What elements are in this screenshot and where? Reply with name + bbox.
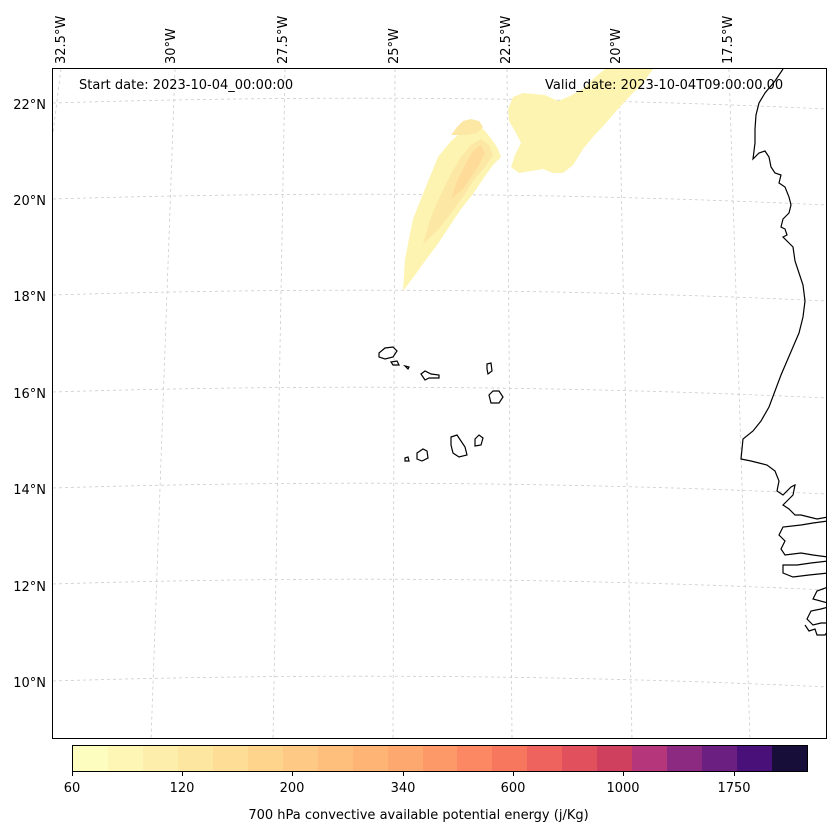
island-maio [474, 434, 484, 447]
colorbar-segment [422, 746, 458, 771]
colorbar-tick [513, 772, 514, 776]
colorbar-segment [457, 746, 493, 771]
colorbar-segment [177, 746, 213, 771]
colorbar-segment [632, 746, 668, 771]
lat-label-16n: 16°N [13, 387, 46, 402]
colorbar-segment [702, 746, 738, 771]
colorbar-segment [142, 746, 178, 771]
lat-label-18n: 18°N [13, 290, 46, 305]
west-african-coastline [740, 69, 826, 636]
cape-verde-islands [378, 346, 504, 462]
map-canvas[interactable] [53, 69, 827, 739]
colorbar-tick [403, 772, 404, 776]
colorbar-segment [73, 746, 108, 771]
island-sao-vicente [389, 360, 400, 366]
colorbar-segment [107, 746, 143, 771]
colorbar-segment [317, 746, 353, 771]
colorbar-tick-label-340: 340 [390, 781, 416, 796]
colorbar-tick [292, 772, 293, 776]
colorbar-segment [562, 746, 598, 771]
map-panel[interactable] [52, 68, 827, 739]
lon-label-27-5w: 27.5°W [276, 15, 291, 64]
lon-label-30w: 30°W [164, 28, 179, 64]
colorbar [72, 745, 808, 772]
colorbar-segment [527, 746, 563, 771]
island-santo-antao [378, 346, 398, 360]
island-santa-luzia [403, 364, 410, 371]
lat-label-12n: 12°N [13, 580, 46, 595]
cape-region-ne [508, 69, 653, 173]
colorbar-tick-label-1000: 1000 [606, 781, 640, 796]
lon-label-17-5w: 17.5°W [721, 15, 736, 64]
cape-field-shading [403, 69, 653, 291]
colorbar-segment [282, 746, 318, 771]
lat-label-20n: 20°N [13, 194, 46, 209]
island-boa-vista [488, 390, 504, 404]
colorbar-tick-label-200: 200 [279, 781, 305, 796]
colorbar-segment [667, 746, 703, 771]
graticule [53, 69, 826, 738]
colorbar-tick-label-60: 60 [63, 781, 81, 796]
colorbar-tick [623, 772, 624, 776]
lat-label-10n: 10°N [13, 676, 46, 691]
lon-label-20w: 20°W [609, 28, 624, 64]
colorbar-tick-label-1750: 1750 [717, 781, 751, 796]
colorbar-tick [734, 772, 735, 776]
island-brava [404, 456, 410, 462]
colorbar-segment [597, 746, 633, 771]
start-date-label: Start date: 2023-10-04_00:00:00 [79, 78, 294, 93]
colorbar-tick-label-120: 120 [169, 781, 195, 796]
cape-region-core [451, 145, 485, 199]
lon-label-22-5w: 22.5°W [499, 15, 514, 64]
lat-label-14n: 14°N [13, 483, 46, 498]
coast-mauritania-senegal [740, 69, 826, 520]
island-sao-nicolau [420, 370, 440, 381]
coast-gambia-guinea [778, 520, 826, 636]
colorbar-segment [212, 746, 248, 771]
colorbar-tick-label-600: 600 [500, 781, 526, 796]
lon-label-32-5w: 32.5°W [54, 15, 69, 64]
colorbar-tick [72, 772, 73, 776]
island-fogo [416, 448, 429, 462]
valid-date-label: Valid_date: 2023-10-04T09:00:00.00 [545, 78, 784, 93]
colorbar-segment [492, 746, 528, 771]
colorbar-segment [387, 746, 423, 771]
island-sal [486, 362, 493, 376]
colorbar-segment [247, 746, 283, 771]
colorbar-tick [182, 772, 183, 776]
island-santiago [450, 434, 468, 458]
colorbar-segment [352, 746, 388, 771]
colorbar-segment [737, 746, 773, 771]
colorbar-title: 700 hPa convective available potential e… [248, 808, 589, 823]
lat-label-22n: 22°N [13, 98, 46, 113]
cape-region-top [451, 119, 483, 135]
lon-label-25w: 25°W [387, 28, 402, 64]
colorbar-segment [772, 746, 808, 771]
